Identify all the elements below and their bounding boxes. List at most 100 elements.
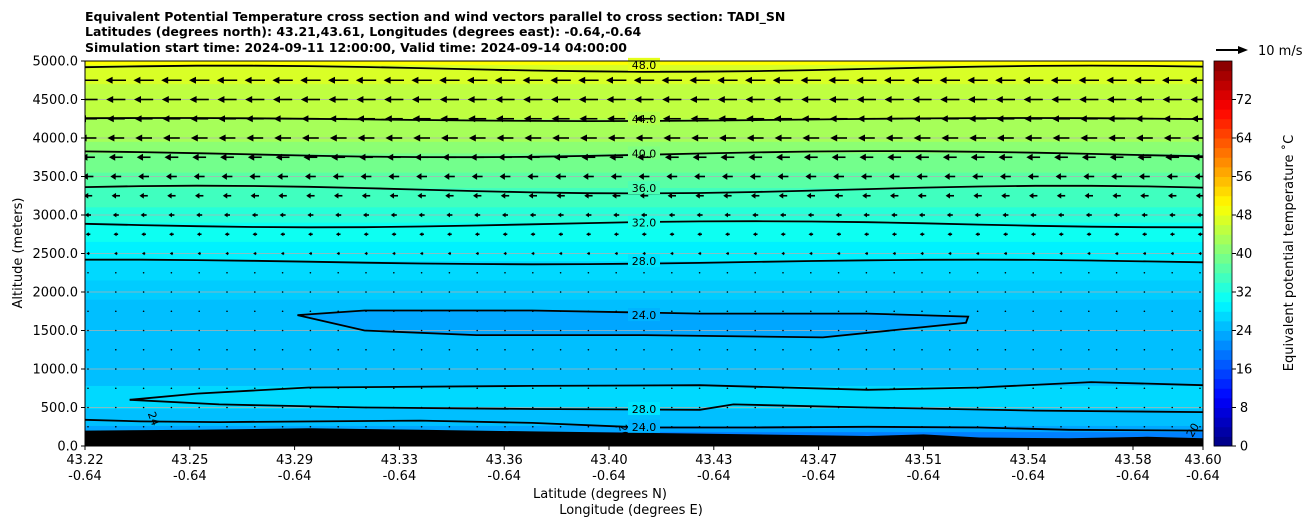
wind-vector-561 [861, 173, 872, 180]
wind-vector-747 [328, 76, 349, 84]
wind-vector-764 [800, 76, 821, 84]
wind-vector-499 [278, 192, 287, 199]
wind-vector-202 [1143, 348, 1146, 351]
wind-vector-458 [279, 212, 286, 218]
wind-vector-head [915, 153, 922, 161]
wind-vector-head [857, 115, 865, 123]
y-tick-label-3: 1500.0 [33, 324, 79, 339]
x-axis: 43.22-0.6443.25-0.6443.29-0.6443.33-0.64… [66, 446, 1222, 484]
wind-vector-head [1139, 173, 1145, 180]
wind-vector-90 [309, 387, 312, 390]
wind-vector-553 [638, 173, 650, 180]
wind-vector-233 [865, 329, 868, 332]
wind-vector-124 [115, 368, 117, 370]
wind-vector-head [888, 173, 895, 180]
colorbar-segment-15 [1214, 292, 1232, 303]
colorbar: 0 8 16 24 32 40 48 56 64 72 [1213, 60, 1252, 455]
wind-vector-head [586, 251, 590, 256]
wind-vector-302 [504, 291, 506, 293]
wind-vector-head [995, 76, 1003, 84]
wind-vector-head [553, 153, 561, 161]
wind-vector-58 [559, 406, 562, 409]
wind-vector-65 [754, 406, 756, 409]
wind-vector-head [447, 232, 451, 237]
wind-vector-head [141, 232, 145, 237]
wind-vector-head [944, 173, 950, 180]
wind-vector-529 [1112, 192, 1121, 199]
wind-vector-443 [1003, 232, 1008, 237]
wind-vector-741 [161, 76, 182, 84]
wind-vector-609 [1054, 153, 1068, 161]
wind-vector-342 [476, 271, 479, 274]
wind-vector-20 [643, 425, 645, 428]
wind-vector-head [745, 96, 753, 103]
wind-vector-439 [891, 232, 897, 237]
wind-vector-643 [858, 134, 875, 142]
wind-vector-319 [976, 291, 979, 293]
y-tick-label-2: 1000.0 [33, 363, 79, 378]
wind-vector-756 [578, 76, 599, 84]
wind-vector-608 [1026, 153, 1041, 161]
wind-vector-323 [1088, 291, 1090, 293]
wind-vector-19 [615, 425, 617, 428]
wind-vector-18 [587, 425, 590, 428]
wind-vector-head [1081, 153, 1089, 161]
wind-vector-691 [1052, 115, 1070, 123]
wind-vector-602 [859, 153, 874, 161]
wind-vector-544 [388, 173, 400, 180]
wind-vector-10 [365, 425, 367, 428]
colorbar-segment-17 [1214, 272, 1232, 283]
wind-vector-head [1079, 115, 1087, 123]
wind-vector-650 [1052, 134, 1070, 142]
wind-vector-684 [857, 115, 876, 123]
wind-vector-588 [470, 153, 485, 161]
wind-vector-654 [1163, 134, 1181, 142]
wind-vector-head [912, 96, 920, 103]
wind-vector-644 [885, 134, 903, 142]
wind-vector-141 [587, 368, 590, 370]
wind-vector-261 [504, 310, 506, 313]
wind-vector-766 [856, 76, 877, 84]
wind-vector-head [1189, 76, 1197, 84]
wind-vector-305 [587, 291, 590, 293]
colorbar-segment-18 [1214, 263, 1232, 274]
wind-vector-465 [474, 212, 481, 218]
wind-vector-33 [1004, 425, 1007, 428]
wind-vector-379 [364, 251, 368, 256]
wind-vector-483 [974, 212, 981, 218]
colorbar-segment-22 [1214, 224, 1232, 235]
wind-vector-head [661, 76, 669, 84]
wind-vector-head [273, 115, 281, 123]
wind-vector-309 [698, 291, 701, 293]
wind-vector-head [856, 76, 864, 84]
wind-vector-557 [749, 173, 761, 180]
wind-vector-776 [1134, 76, 1155, 84]
wind-vector-head [717, 76, 725, 84]
wind-vector-228 [726, 329, 729, 332]
wind-vector-head [717, 96, 725, 103]
wind-vector-head [1163, 134, 1171, 142]
wind-vector-579 [220, 153, 234, 161]
wind-vector-713 [523, 96, 543, 103]
wind-vector-425 [502, 232, 508, 237]
wind-vector-630 [496, 134, 514, 142]
wind-vector-97 [504, 387, 506, 390]
wind-vector-head [609, 153, 616, 161]
wind-vector-107 [782, 387, 784, 390]
wind-vector-head [275, 153, 283, 161]
wind-vector-head [85, 173, 88, 180]
colorbar-segment-33 [1214, 118, 1232, 129]
wind-vector-523 [945, 192, 954, 199]
wind-vector-707 [356, 96, 376, 103]
wind-vector-155 [976, 368, 979, 370]
wind-vector-338 [365, 271, 367, 274]
wind-vector-head [891, 232, 896, 237]
wind-vector-383 [475, 251, 479, 256]
wind-vector-head [634, 96, 642, 103]
wind-vector-head [1134, 76, 1142, 84]
wind-vector-418 [308, 232, 313, 237]
wind-vector-2 [142, 425, 145, 428]
wind-vector-158 [1060, 368, 1062, 370]
wind-vector-661 [218, 115, 236, 123]
wind-vector-775 [1106, 76, 1127, 84]
